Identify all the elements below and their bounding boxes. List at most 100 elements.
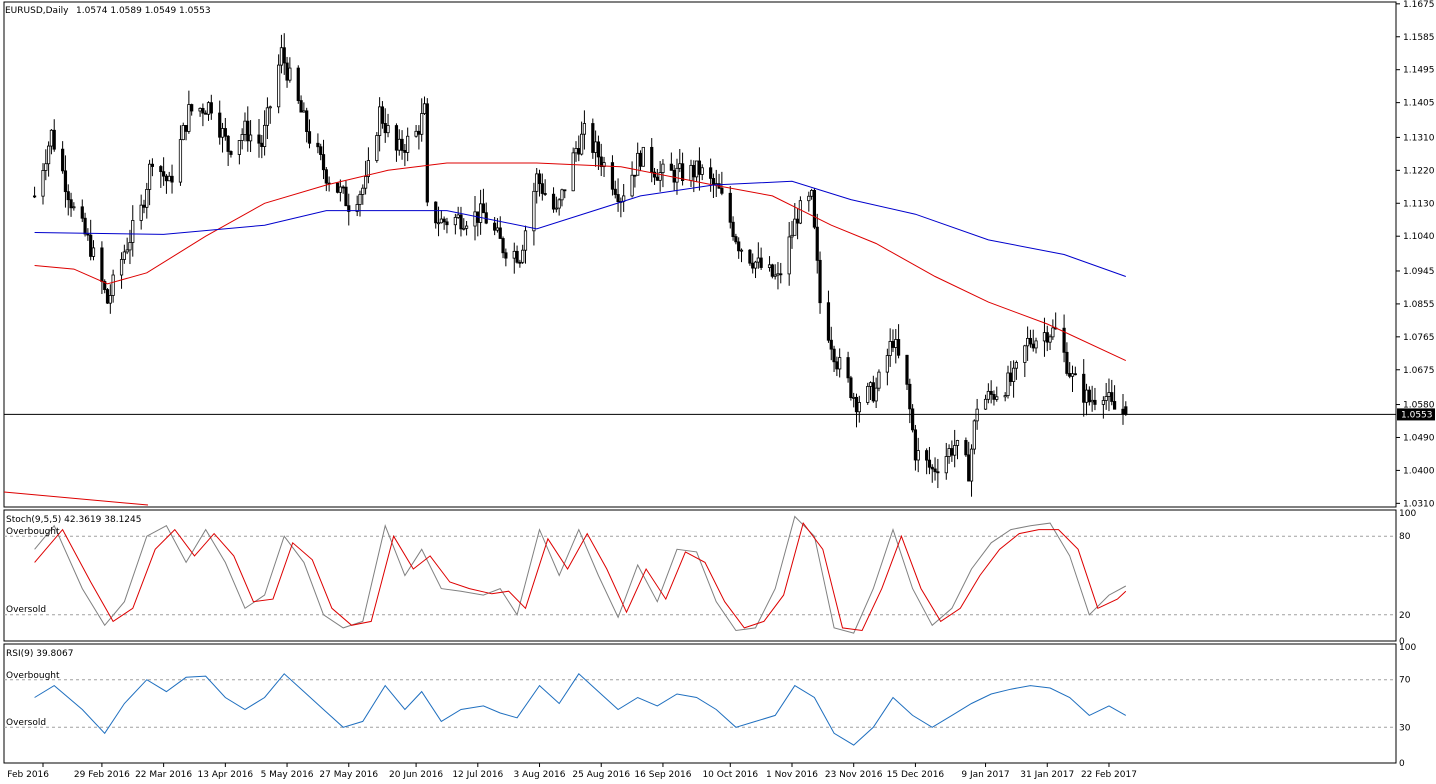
candle-body [911, 408, 915, 431]
time-tick-label: 12 Jul 2016 [452, 770, 503, 780]
candle-body [650, 146, 654, 173]
stoch-tick-label: 100 [1399, 509, 1416, 519]
candle-body [380, 106, 385, 124]
rsi-overbought-label: Overbought [6, 671, 60, 681]
candle-body [383, 123, 387, 134]
candle-body [554, 207, 558, 210]
stoch-overbought-label: Overbought [6, 527, 60, 537]
candle-body [397, 138, 401, 151]
candle-body [445, 221, 449, 226]
price-tick-label: 1.1220 [1403, 166, 1435, 176]
candle-body [1073, 373, 1077, 376]
candle-body [602, 162, 606, 167]
candle-body [540, 183, 544, 194]
rsi-panel [4, 673, 1396, 746]
candle-body [1110, 392, 1114, 402]
time-tick-label: 31 Jan 2017 [1020, 770, 1074, 780]
candle-body [319, 146, 323, 155]
candle-body [709, 167, 713, 179]
candle-body [108, 295, 112, 304]
candle-body [184, 125, 188, 132]
candle-body [1084, 389, 1089, 403]
candle-body [49, 129, 54, 147]
candle-body [868, 382, 873, 387]
candle-body [105, 289, 110, 304]
candle-body [888, 341, 892, 356]
candle-body [375, 135, 379, 161]
candle-body [751, 262, 755, 269]
candle-body [748, 249, 752, 264]
ohlc-label: 1.0574 1.0589 1.0549 1.0553 [76, 6, 211, 16]
candle-body [594, 141, 598, 153]
price-tick-label: 1.1585 [1403, 33, 1435, 43]
candle-body [481, 203, 486, 214]
candle-body [288, 67, 292, 81]
candle-body [361, 187, 365, 195]
candle-body [321, 154, 326, 171]
candle-body [523, 230, 528, 251]
candle-body [394, 125, 399, 151]
candle-body [265, 107, 270, 126]
candle-body [874, 387, 878, 402]
time-tick-label: 13 Apr 2016 [198, 770, 254, 780]
candle-body [63, 170, 68, 193]
candle-body [790, 234, 794, 238]
candle-body [563, 189, 567, 192]
price-tick-label: 1.0765 [1403, 333, 1435, 343]
rsi-oversold-label: Oversold [6, 718, 46, 728]
candle-body [164, 175, 169, 182]
candle-body [425, 103, 429, 203]
candle-body [896, 339, 901, 356]
price-tick-label: 1.0855 [1403, 300, 1435, 310]
candle-body [285, 62, 289, 81]
time-tick-label: 3 Aug 2016 [514, 770, 566, 780]
candle-body [557, 199, 561, 209]
candle-body [44, 163, 48, 171]
candle-body [493, 222, 497, 231]
stoch-tick-label: 0 [1399, 637, 1405, 647]
candle-body [574, 148, 578, 154]
candle-body [1026, 337, 1030, 347]
time-tick-label: 23 Nov 2016 [825, 770, 883, 780]
ma-blue-line [34, 180, 1126, 277]
candle-body [877, 371, 881, 389]
candle-body [159, 166, 163, 173]
candle-body [779, 273, 783, 276]
time-tick-label: 9 Jan 2017 [961, 770, 1009, 780]
candle-body [579, 133, 584, 155]
candle-body [700, 167, 704, 175]
candle-body [378, 106, 382, 136]
candle-body [206, 102, 211, 115]
candle-body [773, 274, 777, 277]
candle-body [456, 214, 460, 218]
candle-body [125, 249, 129, 253]
candle-body [403, 150, 407, 153]
candle-body [1082, 373, 1086, 403]
candle-body [495, 227, 500, 231]
candle-body [226, 135, 230, 152]
candle-body [355, 204, 359, 212]
time-tick-label: 15 Dec 2016 [887, 770, 945, 780]
candle-body [246, 120, 250, 142]
candle-body [944, 456, 948, 474]
candle-body [178, 139, 183, 183]
price-tick-label: 1.0945 [1403, 267, 1435, 277]
candle-body [953, 445, 957, 456]
candle-body [1014, 362, 1019, 369]
rsi-tick-label: 70 [1399, 676, 1411, 686]
candle-body [89, 234, 93, 257]
candle-body [145, 188, 149, 208]
candle-body [652, 171, 657, 178]
candle-body [209, 102, 213, 114]
candle-body [131, 220, 135, 243]
candle-body [243, 120, 247, 135]
candle-body [122, 251, 126, 260]
candle-body [41, 170, 45, 197]
rsi-tick-label: 100 [1399, 643, 1416, 653]
candle-body [891, 341, 895, 348]
candle-body [767, 264, 772, 268]
candle-body [139, 204, 143, 221]
candle-body [852, 396, 856, 399]
candle-body [240, 134, 244, 141]
candle-body [484, 212, 488, 224]
